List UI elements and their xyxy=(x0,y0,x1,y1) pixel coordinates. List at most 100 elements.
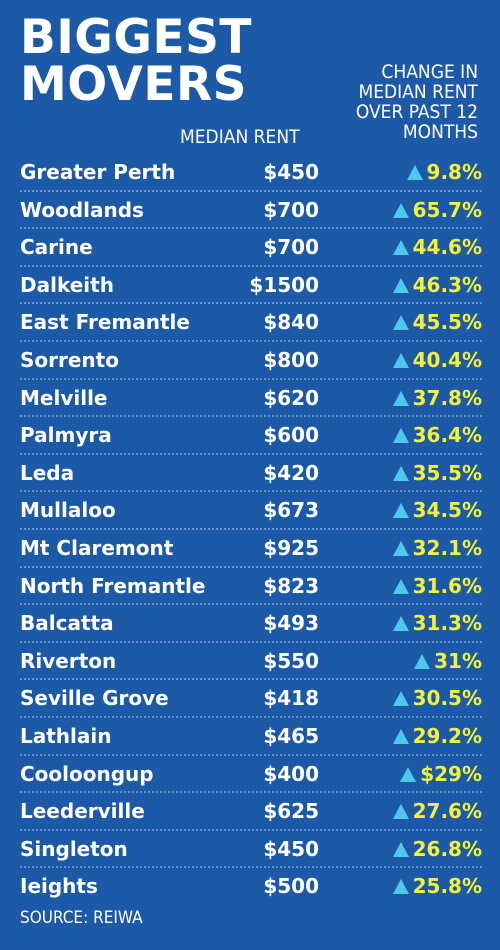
up-triangle-icon xyxy=(392,428,409,444)
rent-change: 31% xyxy=(414,643,482,681)
median-rent-value: $418 xyxy=(263,686,319,711)
median-rent-value: $840 xyxy=(263,310,319,335)
table-row: Leda $420 35.5% xyxy=(20,455,482,493)
suburb-name: Melville xyxy=(20,385,108,410)
rent-change-value: 34.5% xyxy=(412,498,482,523)
median-rent-value: $493 xyxy=(263,611,319,636)
suburb-name: East Fremantle xyxy=(20,310,190,335)
suburb-name: North Fremantle xyxy=(20,573,206,598)
suburb-name: Lathlain xyxy=(20,723,112,748)
rent-change: 30.5% xyxy=(392,680,482,718)
rent-change-value: 27.6% xyxy=(412,799,482,824)
median-rent-value: $550 xyxy=(263,648,319,673)
rent-change: 27.6% xyxy=(392,793,482,831)
suburb-name: Riverton xyxy=(20,648,117,673)
rent-change-value: 26.8% xyxy=(412,836,482,861)
up-triangle-icon xyxy=(392,540,409,556)
rent-change: 25.8% xyxy=(392,868,482,906)
table-row: Lathlain $465 29.2% xyxy=(20,718,482,756)
median-rent-value: $1500 xyxy=(249,272,319,297)
rent-change: 40.4% xyxy=(392,342,482,380)
median-rent-value: $800 xyxy=(263,347,319,372)
median-rent-value: $620 xyxy=(263,385,319,410)
median-rent-value: $673 xyxy=(263,498,319,523)
up-triangle-icon xyxy=(392,503,409,519)
change-column-header: CHANGE IN MEDIAN RENT OVER PAST 12 MONTH… xyxy=(356,62,478,142)
up-triangle-icon xyxy=(392,390,409,406)
rent-change-value: 40.4% xyxy=(412,347,482,372)
title: BIGGEST MOVERS xyxy=(20,14,252,108)
table-row: Dalkeith $1500 46.3% xyxy=(20,267,482,305)
rent-change: 35.5% xyxy=(392,455,482,493)
up-triangle-icon xyxy=(392,728,409,744)
rent-change: 32.1% xyxy=(392,530,482,568)
up-triangle-icon xyxy=(392,315,409,331)
rent-change: 29.2% xyxy=(392,718,482,756)
up-triangle-icon xyxy=(392,616,409,632)
rent-change-value: 45.5% xyxy=(412,310,482,335)
suburb-name: Dalkeith xyxy=(20,272,114,297)
suburb-name: Balcatta xyxy=(20,611,114,636)
suburb-name: Sorrento xyxy=(20,347,119,372)
table-row: Leederville $625 27.6% xyxy=(20,793,482,831)
up-triangle-icon xyxy=(392,465,409,481)
median-rent-value: $500 xyxy=(263,874,319,899)
table-row: Palmyra $600 36.4% xyxy=(20,417,482,455)
up-triangle-icon xyxy=(392,202,409,218)
up-triangle-icon xyxy=(392,804,409,820)
median-rent-value: $700 xyxy=(263,235,319,260)
change-header-line: MEDIAN RENT xyxy=(358,81,478,103)
suburb-name: Woodlands xyxy=(20,197,144,222)
rent-change-value: 35.5% xyxy=(412,460,482,485)
rent-change: 65.7% xyxy=(392,192,482,230)
table-row: North Fremantle $823 31.6% xyxy=(20,568,482,606)
table-row: Sorrento $800 40.4% xyxy=(20,342,482,380)
table-row: Ieights $500 25.8% xyxy=(20,868,482,906)
table-row: Seville Grove $418 30.5% xyxy=(20,680,482,718)
rent-change-value: 36.4% xyxy=(412,423,482,448)
up-triangle-icon xyxy=(392,352,409,368)
suburb-name: Greater Perth xyxy=(20,160,176,184)
suburb-name: Carine xyxy=(20,235,93,260)
suburb-name: Mullaloo xyxy=(20,498,116,523)
up-triangle-icon xyxy=(392,879,409,895)
rent-change: 46.3% xyxy=(392,267,482,305)
up-triangle-icon xyxy=(414,653,431,669)
median-rent-value: $420 xyxy=(263,460,319,485)
up-triangle-icon xyxy=(392,578,409,594)
median-rent-value: $925 xyxy=(263,535,319,560)
change-header-line: CHANGE IN xyxy=(381,61,478,83)
table-row: Carine $700 44.6% xyxy=(20,229,482,267)
suburb-name: Singleton xyxy=(20,836,128,861)
table-row: Riverton $550 31% xyxy=(20,643,482,681)
up-triangle-icon xyxy=(406,165,423,180)
rent-change-value: 31% xyxy=(434,648,482,673)
rent-change: 34.5% xyxy=(392,492,482,530)
table-row: East Fremantle $840 45.5% xyxy=(20,304,482,342)
title-line: BIGGEST xyxy=(20,10,252,65)
rent-change-value: 44.6% xyxy=(412,235,482,260)
up-triangle-icon xyxy=(392,277,409,293)
rent-change: 9.8% xyxy=(406,154,482,192)
up-triangle-icon xyxy=(392,691,409,707)
rent-change: 45.5% xyxy=(392,304,482,342)
suburb-name: Palmyra xyxy=(20,423,112,448)
rent-change-value: 30.5% xyxy=(412,686,482,711)
table-row: Greater Perth $450 9.8% xyxy=(20,154,482,192)
rent-change-value: 29.2% xyxy=(412,723,482,748)
rent-change-value: 32.1% xyxy=(412,535,482,560)
table-row: Woodlands $700 65.7% xyxy=(20,192,482,230)
rent-change: 36.4% xyxy=(392,417,482,455)
rent-change-value: $29% xyxy=(420,761,482,786)
table-row: Balcatta $493 31.3% xyxy=(20,605,482,643)
suburb-name: Leederville xyxy=(20,799,145,824)
rent-change: 37.8% xyxy=(392,380,482,418)
median-rent-value: $465 xyxy=(263,723,319,748)
rent-change-value: 9.8% xyxy=(426,160,482,184)
median-rent-value: $450 xyxy=(263,836,319,861)
median-rent-value: $823 xyxy=(263,573,319,598)
suburb-name: Mt Claremont xyxy=(20,535,174,560)
change-header-line: MONTHS xyxy=(402,121,478,143)
movers-table: Greater Perth $450 9.8% Woodlands $700 65.7% C… xyxy=(20,154,482,906)
